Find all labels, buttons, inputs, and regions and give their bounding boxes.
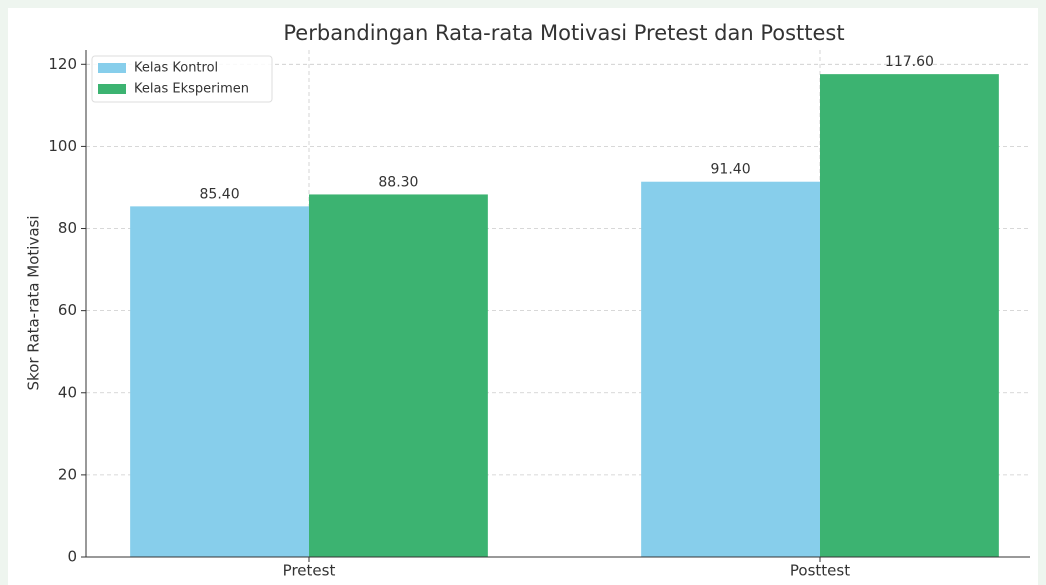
y-tick-label: 120 [48,55,77,73]
bar [820,74,999,558]
y-tick-label: 100 [48,137,77,155]
y-tick-label: 80 [58,219,77,237]
chart-title: Perbandingan Rata-rata Motivasi Pretest … [283,21,844,45]
value-label: 88.30 [378,174,418,190]
y-tick-label: 20 [58,465,77,483]
y-tick-label: 0 [67,548,77,566]
legend-box [91,55,273,103]
x-tick-label: Pretest [283,562,336,580]
x-tick-label: Posttest [790,562,850,580]
value-label: 85.40 [200,186,240,202]
y-axis-label: Skor Rata-rata Motivasi [25,216,43,391]
value-label: 91.40 [711,162,751,178]
legend-label: Kelas Kontrol [134,61,218,76]
y-tick-label: 60 [58,301,77,319]
value-label: 117.60 [885,54,934,70]
bar [309,194,488,558]
legend-swatch [98,63,126,73]
bar [641,181,820,557]
legend-swatch [98,84,126,94]
y-tick-label: 40 [58,383,77,401]
legend-label: Kelas Eksperimen [134,82,249,97]
bar [130,206,309,557]
